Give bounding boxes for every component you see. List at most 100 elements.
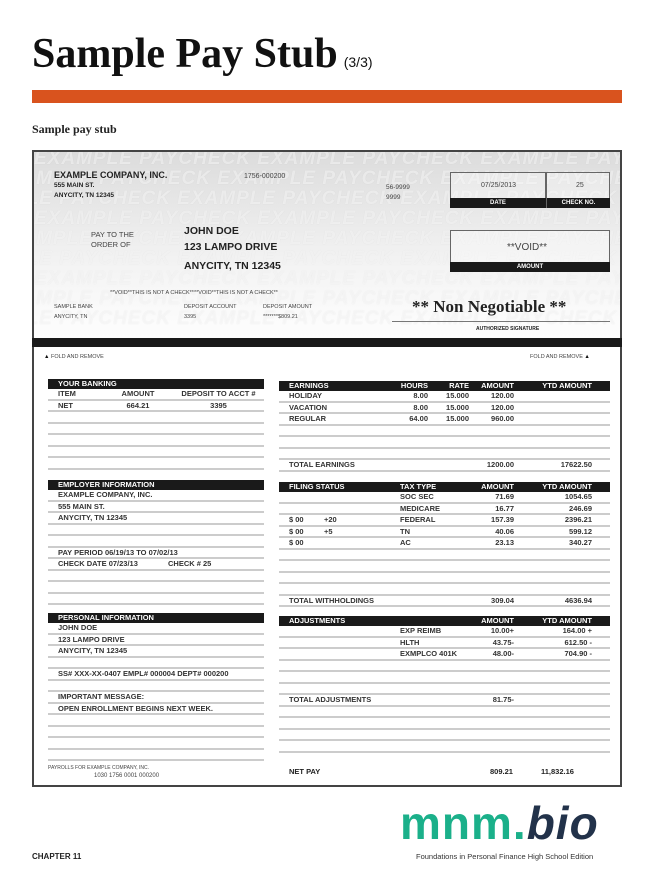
employer-info-section: EMPLOYER INFORMATION EXAMPLE COMPANY, INC…: [48, 480, 264, 605]
bank-name: SAMPLE BANK: [54, 304, 93, 310]
table-row: [48, 458, 264, 470]
table-row: [279, 584, 610, 596]
cell: CHECK DATE 07/23/13: [58, 559, 138, 568]
header-cell: RATE: [449, 381, 469, 390]
adjustments-section: ADJUSTMENTS AMOUNT YTD AMOUNT EXP REIMB 10.0…: [279, 616, 610, 753]
net-pay-amount: 809.21: [490, 767, 513, 776]
your-banking-section: YOUR BANKING ITEM AMOUNT DEPOSIT TO ACCT # N…: [48, 379, 264, 470]
header-cell: YTD AMOUNT: [542, 482, 592, 491]
cell: 120.00: [491, 402, 514, 412]
section-header: EMPLOYER INFORMATION: [48, 480, 264, 490]
cell: [324, 626, 400, 636]
header-cell: PERSONAL INFORMATION: [58, 613, 154, 622]
payee-name: JOHN DOE: [184, 225, 239, 237]
table-row: MEDICARE 16.77 246.69: [279, 503, 610, 515]
total-cell: [392, 460, 428, 470]
table-row: [279, 426, 610, 437]
routing-1: 56-9999: [386, 184, 410, 191]
cell: [289, 626, 324, 636]
chapter-label: CHAPTER 11: [32, 852, 82, 861]
cell: SS# XXX-XX-0407 EMPL# 000004 DEPT# 00020…: [58, 669, 229, 678]
section-subtitle: Sample pay stub: [32, 122, 117, 136]
cell: [324, 638, 400, 648]
table-row: [48, 536, 264, 548]
date-label: DATE: [450, 198, 546, 208]
table-row: [48, 582, 264, 594]
cell: $ 00: [289, 526, 304, 536]
table-row: [279, 730, 610, 741]
header-cell: HOURS: [400, 381, 428, 390]
header-cell: YTD AMOUNT: [542, 616, 592, 625]
fold-icon: ▲: [44, 354, 50, 360]
cell: [58, 525, 168, 535]
cell: +20: [324, 515, 337, 524]
header-cell: AMOUNT: [481, 616, 514, 625]
header-cell: FILING STATUS: [289, 482, 345, 491]
cell: 10.00+: [490, 626, 514, 635]
cell: 23.13: [495, 538, 514, 547]
cell: 15.000: [446, 391, 469, 400]
table-row: [279, 437, 610, 449]
cell: [324, 649, 400, 659]
net-pay-label: NET PAY: [289, 767, 321, 776]
cell: JOHN DOE: [58, 623, 98, 632]
section-header: YOUR BANKING: [48, 379, 264, 389]
cell: SOC SEC: [400, 492, 434, 501]
table-row: [279, 550, 610, 561]
cell: 40.06: [495, 526, 514, 536]
fold-right-label: FOLD AND REMOVE: [530, 354, 583, 360]
table-row: REGULAR 64.00 15.000 960.00: [279, 414, 610, 426]
table-row: EXAMPLE COMPANY, INC.: [48, 490, 264, 502]
cell: 246.69: [569, 503, 592, 513]
cell: 164.00 +: [562, 626, 592, 635]
cell: [514, 414, 592, 424]
cell: REGULAR: [289, 414, 327, 423]
cell: AC: [400, 538, 411, 547]
cell: EXP REIMB: [400, 626, 442, 635]
cell: DEPOSIT TO ACCT #: [181, 389, 256, 398]
total-cell: 309.04: [491, 595, 514, 605]
non-negotiable-text: ** Non Negotiable **: [412, 297, 567, 316]
table-row: [48, 750, 264, 761]
net-pay-ytd: 11,832.16: [541, 767, 574, 776]
table-row: SOC SEC 71.69 1054.65: [279, 492, 610, 504]
cell: 2396.21: [564, 515, 592, 524]
cell: 555 MAIN ST.: [58, 501, 105, 511]
table-row: [279, 661, 610, 672]
deposit-amount-label: DEPOSIT AMOUNT: [263, 304, 313, 310]
cell: 8.00: [413, 402, 428, 412]
table-row: PAY PERIOD 06/19/13 TO 07/02/13: [48, 548, 264, 559]
cell: 15.000: [446, 402, 469, 412]
total-cell: 81.75-: [492, 695, 514, 704]
earnings-section: EARNINGS HOURS RATE AMOUNT YTD AMOUNT HOLIDAY…: [279, 381, 610, 472]
header-cell: TAX TYPE: [400, 482, 437, 491]
table-row: HLTH 43.75- 612.50 -: [279, 637, 610, 649]
payee-city: ANYCITY, TN 12345: [184, 260, 281, 272]
deposit-account: 3395: [184, 314, 197, 320]
cell: 157.39: [491, 515, 514, 524]
cell: 123 LAMPO DRIVE: [58, 634, 125, 644]
cell: ANYCITY, TN 12345: [58, 646, 128, 655]
table-row: ANYCITY, TN 12345: [48, 513, 264, 525]
cell: VACATION: [289, 402, 328, 412]
total-cell: TOTAL ADJUSTMENTS: [289, 695, 372, 704]
table-row: EXP REIMB 10.00+ 164.00 +: [279, 626, 610, 638]
logo-part: bio: [526, 797, 599, 849]
check-code: 1756-000200: [244, 173, 286, 180]
check-amount: **VOID**: [507, 242, 548, 253]
cell: 612.50 -: [564, 637, 592, 647]
cell: [289, 638, 324, 648]
table-row: OPEN ENROLLMENT BEGINS NEXT WEEK.: [48, 704, 264, 715]
table-row: [279, 707, 610, 718]
table-row: 555 MAIN ST.: [48, 501, 264, 513]
watermark-row: EXAMPLE PAYCHECK EXAMPLE PAYCHECK EXAMPL…: [34, 228, 620, 249]
header-cell: ADJUSTMENTS: [289, 616, 346, 625]
logo-part: mnm.: [400, 797, 527, 849]
fold-icon: ▲: [584, 354, 590, 360]
withholdings-section: FILING STATUS TAX TYPE AMOUNT YTD AMOUNT SOC…: [279, 482, 610, 607]
table-row: [48, 447, 264, 458]
cell: 3395: [210, 400, 227, 410]
book-title: Foundations in Personal Finance High Sch…: [416, 852, 594, 861]
total-cell: TOTAL WITHHOLDINGS: [289, 595, 374, 605]
section-header: PERSONAL INFORMATION: [48, 613, 264, 623]
